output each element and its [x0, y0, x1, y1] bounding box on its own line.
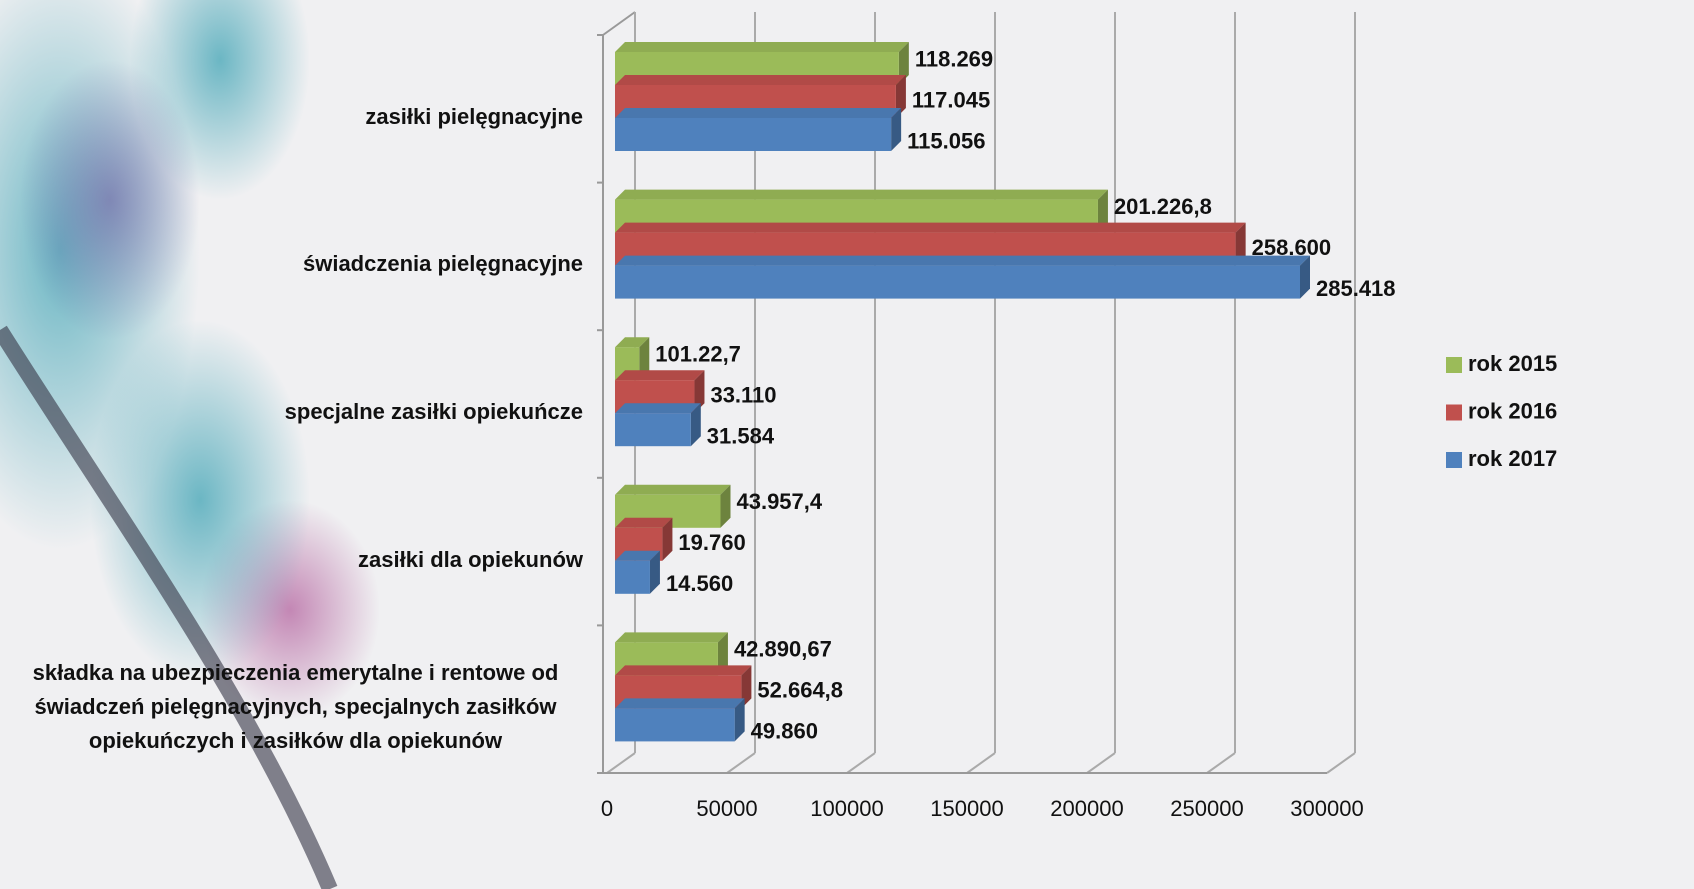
- bar: [615, 560, 650, 594]
- x-floor-line: [1206, 752, 1236, 774]
- bar-side: [694, 370, 705, 414]
- category-text: zasiłki pielęgnacyjne: [365, 103, 583, 129]
- x-floor-line: [606, 752, 636, 774]
- x-tick-label: 0: [601, 796, 613, 821]
- bar-side: [1300, 255, 1311, 299]
- legend-swatch: [1446, 452, 1462, 468]
- legend-label: rok 2017: [1468, 446, 1557, 471]
- category-text: świadczenia pielęgnacyjne: [302, 251, 583, 277]
- bar: [615, 118, 892, 151]
- bar-side: [662, 517, 673, 561]
- bar-top: [615, 484, 731, 495]
- y-tick-label: składka na ubezpieczenia emerytalne i re…: [8, 633, 583, 781]
- bar-top: [615, 337, 650, 348]
- y-tick-label: zasiłki dla opiekunów: [8, 486, 583, 634]
- bar-top: [615, 370, 705, 381]
- bar-side: [741, 665, 752, 709]
- bar-side: [898, 42, 909, 85]
- bar-side: [639, 337, 650, 381]
- category-text: zasiłki dla opiekunów: [358, 546, 583, 572]
- bar-side: [1097, 189, 1108, 233]
- bar-side: [717, 632, 728, 676]
- bar-side: [1235, 222, 1246, 266]
- bar-top: [615, 108, 902, 118]
- bar-top: [615, 189, 1108, 200]
- value-label: 19.760: [678, 530, 745, 555]
- value-label: 43.957,4: [736, 489, 822, 514]
- background-decoration: [0, 0, 380, 889]
- bar-top: [615, 222, 1246, 233]
- x-floor-line: [966, 752, 996, 774]
- legend-swatch: [1446, 404, 1462, 421]
- value-label: 42.890,67: [734, 637, 832, 662]
- value-label: 115.056: [907, 128, 985, 153]
- value-label: 285.418: [1316, 276, 1396, 301]
- x-tick-label: 100000: [810, 796, 883, 821]
- bar-top: [615, 42, 909, 52]
- bar-top: [615, 698, 745, 709]
- x-floor-line: [846, 752, 876, 774]
- bar-top: [615, 517, 673, 528]
- bar-side: [895, 75, 906, 118]
- x-tick-label: 200000: [1050, 796, 1123, 821]
- bar-top: [615, 75, 906, 85]
- legend-label: rok 2016: [1468, 398, 1557, 423]
- value-label: 201.226,8: [1114, 194, 1212, 219]
- value-label: 33.110: [710, 383, 776, 408]
- bar-side: [734, 698, 745, 742]
- y-tick-label: zasiłki pielęgnacyjne: [8, 43, 583, 191]
- bar-side: [649, 550, 660, 594]
- category-text: specjalne zasiłki opiekuńcze: [284, 398, 583, 424]
- x-floor-line: [726, 752, 756, 774]
- y-tick-label: specjalne zasiłki opiekuńcze: [8, 338, 583, 486]
- x-tick-label: 250000: [1170, 796, 1243, 821]
- bar: [615, 708, 735, 742]
- bar: [615, 265, 1301, 299]
- value-label: 14.560: [666, 571, 733, 596]
- x-floor-line: [1086, 752, 1116, 774]
- x-tick-label: 50000: [696, 796, 757, 821]
- bar-top: [615, 632, 728, 643]
- value-label: 31.584: [707, 424, 775, 449]
- legend-label: rok 2015: [1468, 351, 1557, 376]
- bar-side: [690, 403, 701, 447]
- category-text: składka na ubezpieczenia emerytalne i re…: [32, 660, 559, 754]
- x-tick-label: 150000: [930, 796, 1003, 821]
- bar: [615, 413, 691, 447]
- bar-top: [615, 255, 1311, 266]
- bar-side: [720, 484, 731, 528]
- value-label: 49.860: [751, 719, 818, 744]
- legend-swatch: [1446, 357, 1462, 373]
- y-axis-back: [602, 11, 636, 36]
- value-label: 118.269: [915, 46, 993, 71]
- value-label: 117.045: [912, 87, 990, 112]
- bar-top: [615, 550, 660, 561]
- bar-side: [891, 108, 902, 151]
- value-label: 52.664,8: [757, 678, 843, 703]
- bar-top: [615, 403, 701, 414]
- y-tick-label: świadczenia pielęgnacyjne: [8, 191, 583, 339]
- value-label: 101.22,7: [655, 342, 741, 367]
- bar-top: [615, 665, 752, 676]
- x-floor-line: [1326, 752, 1356, 774]
- x-tick-label: 300000: [1290, 796, 1363, 821]
